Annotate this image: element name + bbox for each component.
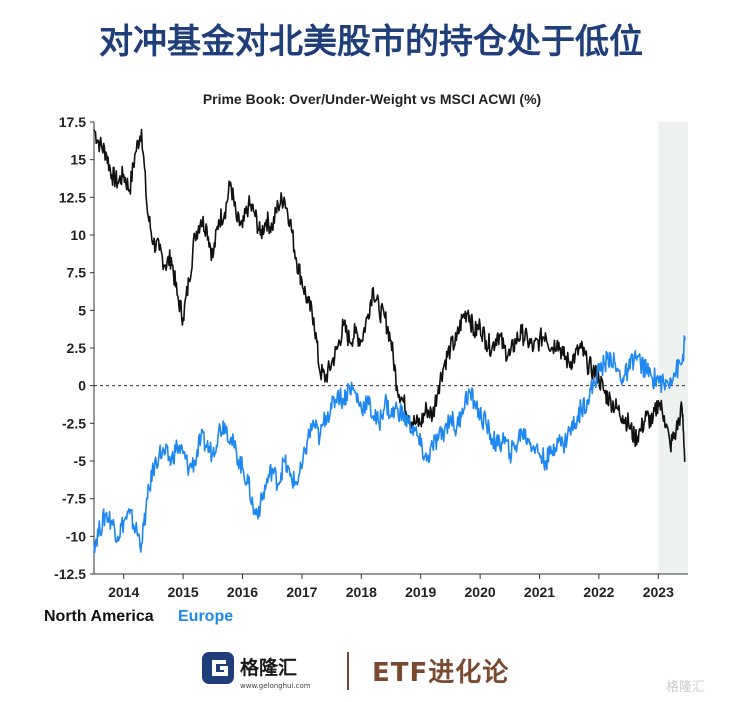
watermark: 格隆汇 (666, 680, 706, 695)
x-tick-label: 2022 (583, 584, 614, 600)
legend-europe: Europe (178, 608, 234, 625)
chart-panel: Prime Book: Over/Under-Weight vs MSCI AC… (36, 84, 706, 632)
y-tick-label: 0 (78, 378, 86, 394)
y-tick-label: 15 (70, 152, 86, 168)
y-tick-label: 12.5 (59, 189, 86, 205)
y-tick-label: -2.5 (62, 415, 86, 431)
y-tick-label: 5 (78, 302, 86, 318)
series-line-europe (93, 335, 686, 554)
plot-area: 17.5 15 12.5 10 7.5 5 2.5 0 -2.5 -5 -7.5 -10 -12.5 20… (54, 114, 688, 600)
legend-north-america: North America (44, 608, 154, 625)
logo-text: 格隆汇 (240, 656, 297, 679)
x-tick-label: 2020 (465, 584, 496, 600)
y-tick-label: 2.5 (67, 340, 87, 356)
footer-etf-label: ETF进化论 (372, 658, 510, 688)
y-tick-label: 10 (70, 227, 86, 243)
x-tick-label: 2017 (286, 584, 317, 600)
x-tick-label: 2021 (524, 584, 555, 600)
footer-divider (347, 652, 349, 690)
page-headline: 对冲基金对北美股市的持仓处于低位 (99, 22, 643, 62)
line-chart: Prime Book: Over/Under-Weight vs MSCI AC… (54, 91, 688, 600)
x-tick-label: 2014 (108, 584, 139, 600)
x-tick-label: 2023 (643, 584, 674, 600)
gelonghui-logo: 格隆汇 www.gelonghui.com (202, 652, 311, 690)
y-tick-label: -10 (66, 528, 86, 544)
x-tick-label: 2016 (227, 584, 258, 600)
x-tick-label: 2015 (168, 584, 199, 600)
x-tick-label: 2019 (405, 584, 436, 600)
shaded-region (658, 122, 688, 574)
x-tick-label: 2018 (346, 584, 377, 600)
y-tick-label: -5 (74, 453, 87, 469)
y-tick-label: 7.5 (67, 265, 87, 281)
logo-url: www.gelonghui.com (240, 682, 311, 690)
y-tick-label: -7.5 (62, 491, 86, 507)
logo-g-mark (212, 660, 228, 676)
y-tick-label: -12.5 (54, 566, 86, 582)
y-tick-label: 17.5 (59, 114, 86, 130)
gelonghui-logo-icon (202, 652, 234, 684)
series-line-north-america (93, 128, 686, 463)
chart-title: Prime Book: Over/Under-Weight vs MSCI AC… (203, 91, 541, 107)
